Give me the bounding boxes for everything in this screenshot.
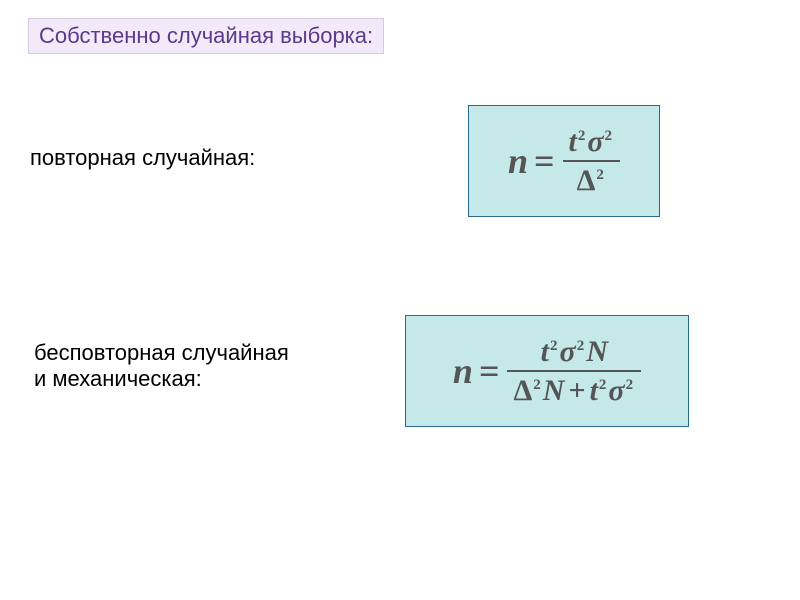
term-sigma: σ2 bbox=[560, 335, 587, 368]
numerator: t2σ2N bbox=[535, 333, 614, 370]
term-t: t2 bbox=[569, 125, 588, 158]
formula-lhs: n bbox=[453, 350, 473, 392]
equals-sign: = bbox=[479, 350, 500, 392]
term-t: t2 bbox=[541, 335, 560, 368]
denominator: Δ2N+t2σ2 bbox=[507, 372, 641, 409]
fraction: t2σ2 Δ2 bbox=[563, 123, 621, 199]
term-sigma: σ2 bbox=[608, 374, 635, 407]
denominator: Δ2 bbox=[571, 162, 612, 199]
plus-sign: + bbox=[568, 374, 585, 407]
term-delta: Δ2 bbox=[577, 164, 606, 197]
formula-box-repeated: n = t2σ2 Δ2 bbox=[468, 105, 660, 217]
term-delta: Δ2 bbox=[513, 374, 542, 407]
fraction: t2σ2N Δ2N+t2σ2 bbox=[507, 333, 641, 409]
label-repeated-random: повторная случайная: bbox=[30, 145, 255, 171]
numerator: t2σ2 bbox=[563, 123, 621, 160]
term-big-n: N bbox=[543, 374, 565, 407]
term-big-n: N bbox=[586, 335, 608, 368]
label-line1: бесповторная случайная bbox=[34, 340, 289, 365]
formula-nonrepeated: n = t2σ2N Δ2N+t2σ2 bbox=[453, 333, 641, 409]
term-sigma: σ2 bbox=[587, 125, 614, 158]
label-line2: и механическая: bbox=[34, 366, 202, 391]
label-nonrepeated-random: бесповторная случайная и механическая: bbox=[34, 340, 289, 392]
formula-box-nonrepeated: n = t2σ2N Δ2N+t2σ2 bbox=[405, 315, 689, 427]
formula-repeated: n = t2σ2 Δ2 bbox=[508, 123, 620, 199]
page-title: Собственно случайная выборка: bbox=[28, 18, 384, 54]
equals-sign: = bbox=[534, 140, 555, 182]
formula-lhs: n bbox=[508, 140, 528, 182]
term-t: t2 bbox=[590, 374, 609, 407]
